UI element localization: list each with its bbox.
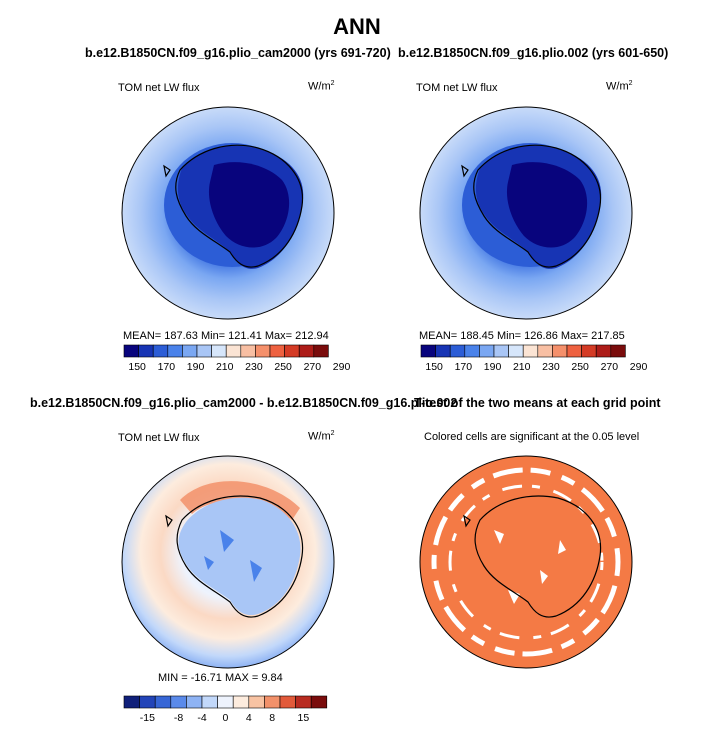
cb3-box-11: [295, 695, 312, 709]
cb1-box-11: [284, 344, 300, 358]
cb3-box-10: [279, 695, 296, 709]
cb1-box-3: [167, 344, 183, 358]
panel-3-units: W/m2: [308, 430, 335, 443]
cb2-tick-label-6: 270: [601, 361, 619, 373]
cb2-box-1: [435, 344, 451, 358]
panel-2-variable: TOM net LW flux: [416, 82, 498, 94]
cb1-box-10: [269, 344, 285, 358]
cb1-tick-label-5: 250: [274, 361, 292, 373]
panel-1-stats: MEAN= 187.63 Min= 121.41 Max= 212.94: [123, 330, 329, 342]
cb2-tick-label-5: 250: [571, 361, 589, 373]
cb2-box-5: [493, 344, 509, 358]
map-border-4: [419, 455, 633, 669]
cb2-box-6: [508, 344, 524, 358]
cb3-tick-label-5: 8: [269, 712, 275, 724]
cb2-box-11: [581, 344, 597, 358]
cb1-box-7: [225, 344, 242, 358]
cb3-box-5: [201, 695, 218, 709]
cb3-tick-label-2: -4: [197, 712, 206, 724]
cb3-tick-label-0: -15: [140, 712, 155, 724]
cb1-box-2: [152, 344, 169, 358]
cb1-tick-label-7: 290: [333, 361, 351, 373]
cb1-tick-label-4: 230: [245, 361, 263, 373]
cb2-tick-label-1: 170: [455, 361, 473, 373]
cb2-box-10: [566, 344, 582, 358]
panel-3-variable: TOM net LW flux: [118, 432, 200, 444]
cb1-box-1: [138, 344, 154, 358]
panel-3-stats: MIN = -16.71 MAX = 9.84: [158, 672, 283, 684]
cb1-tick-label-6: 270: [304, 361, 322, 373]
cb2-box-3: [464, 344, 480, 358]
cb3-box-8: [248, 695, 265, 709]
panel-2-units: W/m2: [606, 80, 633, 93]
cb2-box-7: [522, 344, 539, 358]
cb3-box-4: [186, 695, 203, 709]
cb1-box-4: [182, 344, 198, 358]
antarctica-coastline-2: [461, 144, 602, 268]
panel-3-title: b.e12.B1850CN.f09_g16.plio_cam2000 - b.e…: [30, 396, 458, 410]
panel-2-title: b.e12.B1850CN.f09_g16.plio.002 (yrs 601-…: [398, 46, 669, 60]
cb2-tick-label-7: 290: [630, 361, 648, 373]
antarctica-coastline-4: [463, 495, 602, 618]
cb3-box-3: [170, 695, 187, 709]
panel-1-title: b.e12.B1850CN.f09_g16.plio_cam2000 (yrs …: [85, 46, 391, 60]
cb2-tick-label-4: 230: [542, 361, 560, 373]
cb3-box-9: [264, 695, 281, 709]
cb2-box-0: [420, 344, 436, 358]
cb1-box-6: [211, 344, 227, 358]
cb1-box-12: [298, 344, 315, 358]
cb3-box-7: [232, 695, 250, 709]
antarctica-coastline-3: [165, 495, 304, 618]
cb3-tick-label-1: -8: [174, 712, 183, 724]
cb3-box-1: [139, 695, 156, 709]
map-panel-2: [420, 107, 632, 319]
cb2-box-12: [595, 344, 612, 358]
colorbar-panel-2: 150 170 190 210 230 250 270 290: [420, 344, 648, 373]
cb1-tick-label-0: 150: [128, 361, 146, 373]
cb3-box-6: [217, 695, 234, 709]
cb3-box-12: [310, 695, 328, 709]
cb1-box-5: [196, 344, 212, 358]
cb1-box-13: [313, 344, 329, 358]
cb3-tick-label-4: 4: [246, 712, 252, 724]
map-panel-3: [122, 456, 334, 668]
map-border-2: [419, 106, 633, 320]
cb2-box-9: [552, 344, 568, 358]
map-panel-1: [122, 107, 334, 319]
cb2-box-4: [479, 344, 495, 358]
map-panel-4: [420, 456, 632, 668]
panel-4-title: T-test of the two means at each grid poi…: [414, 396, 661, 410]
colorbar-panel-1: 150 170 190 210 230 250 270 290: [123, 344, 351, 373]
panel-1-units: W/m2: [308, 80, 335, 93]
map-border-3: [121, 455, 335, 669]
colorbar-panel-3: -15 -8 -4 0 4 8 15: [123, 695, 328, 724]
cb2-tick-label-2: 190: [484, 361, 502, 373]
cb1-box-9: [255, 344, 271, 358]
cb2-box-8: [537, 344, 553, 358]
cb3-box-2: [154, 695, 172, 709]
cb2-tick-label-3: 210: [513, 361, 531, 373]
cb1-tick-label-1: 170: [158, 361, 176, 373]
cb1-tick-label-3: 210: [216, 361, 234, 373]
cb3-tick-label-6: 15: [298, 712, 310, 724]
panel-1-variable: TOM net LW flux: [118, 82, 200, 94]
cb3-tick-label-3: 0: [222, 712, 228, 724]
cb1-box-8: [240, 344, 256, 358]
cb2-box-2: [449, 344, 466, 358]
figure-title: ANN: [333, 14, 381, 39]
cb3-box-0: [123, 695, 140, 709]
antarctica-coastline-1: [163, 144, 304, 268]
map-border-1: [121, 106, 335, 320]
panel-4-subtitle: Colored cells are significant at the 0.0…: [424, 431, 640, 443]
cb2-box-13: [610, 344, 626, 358]
cb1-tick-label-2: 190: [187, 361, 205, 373]
panel-2-stats: MEAN= 188.45 Min= 126.86 Max= 217.85: [419, 330, 625, 342]
cb1-box-0: [123, 344, 139, 358]
cb2-tick-label-0: 150: [425, 361, 443, 373]
